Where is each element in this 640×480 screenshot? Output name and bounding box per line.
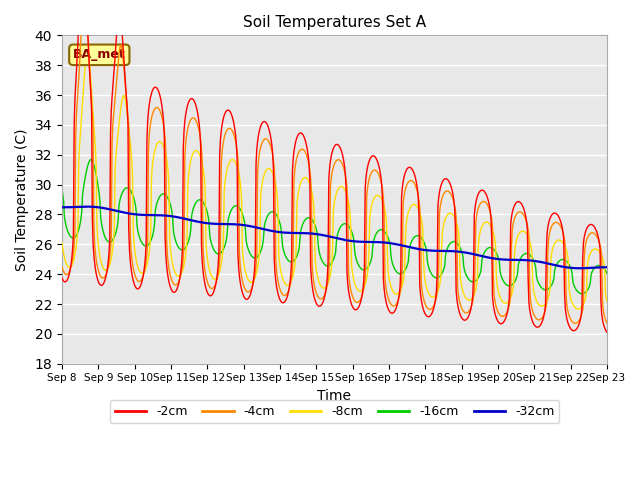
Title: Soil Temperatures Set A: Soil Temperatures Set A [243,15,426,30]
Legend: -2cm, -4cm, -8cm, -16cm, -32cm: -2cm, -4cm, -8cm, -16cm, -32cm [109,400,559,423]
X-axis label: Time: Time [317,389,351,403]
Y-axis label: Soil Temperature (C): Soil Temperature (C) [15,128,29,271]
Text: BA_met: BA_met [73,48,125,61]
